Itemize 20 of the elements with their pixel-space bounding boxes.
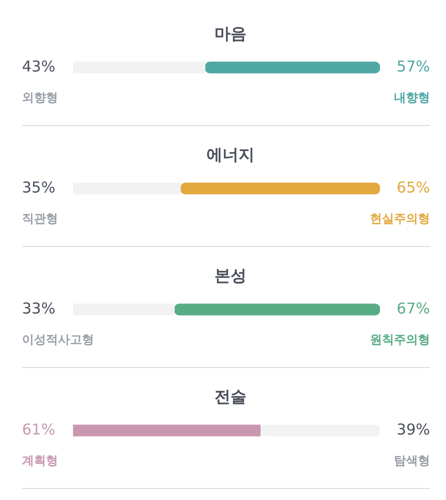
data-label: 65% xyxy=(396,178,430,196)
data-label: 43% xyxy=(22,57,56,76)
data-label: 39% xyxy=(396,420,430,438)
series-label: 현실주의형 xyxy=(370,212,430,226)
data-label: 35% xyxy=(22,178,56,196)
series-label: 계획형 xyxy=(22,454,58,468)
chart-title: 마음 xyxy=(214,24,246,44)
series-label: 직관형 xyxy=(22,212,58,226)
series-label: 이성적사고형 xyxy=(22,332,94,347)
text: 내향형 xyxy=(394,90,430,105)
data-label: 57% xyxy=(396,57,430,76)
data-label: 61% xyxy=(22,420,56,438)
data-label: 67% xyxy=(396,299,430,318)
series-label: 외향형 xyxy=(22,90,58,105)
chart-title: 에너지 xyxy=(206,145,254,164)
chart-title: 본성 xyxy=(214,266,246,286)
data-label: 33% xyxy=(22,299,56,318)
chart-title: 전술 xyxy=(214,387,246,406)
series-label: 원칙주의형 xyxy=(370,332,430,347)
text: 탐색형 xyxy=(394,454,430,468)
